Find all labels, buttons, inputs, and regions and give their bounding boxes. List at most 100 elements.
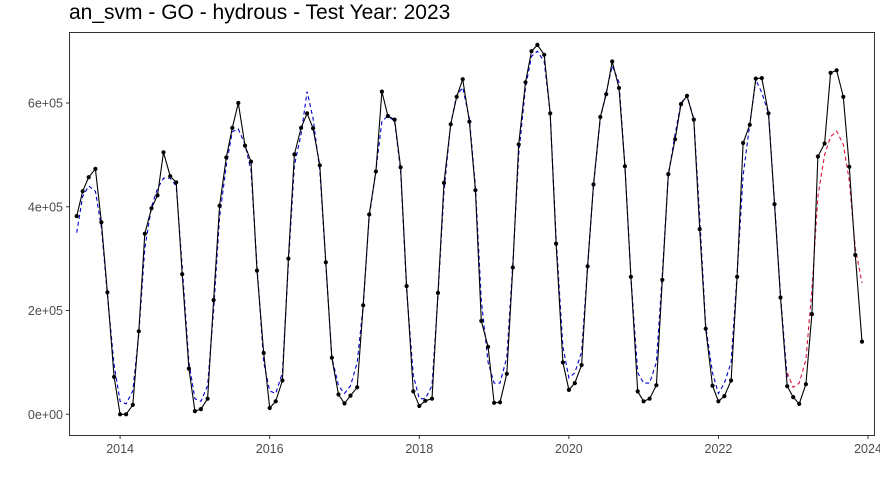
data-point bbox=[224, 155, 229, 160]
data-point bbox=[710, 383, 715, 388]
data-point bbox=[548, 111, 553, 116]
data-point bbox=[342, 401, 347, 406]
data-point bbox=[280, 378, 285, 383]
data-point bbox=[361, 303, 366, 308]
x-tick-label: 2014 bbox=[106, 442, 134, 456]
data-point bbox=[741, 140, 746, 146]
data-point bbox=[336, 392, 341, 397]
data-point bbox=[486, 344, 491, 349]
axis-layer: 2014 2016 2018 2020 2022 2024 0e+00 2e+05 4e+05 6… bbox=[28, 97, 880, 456]
data-point bbox=[759, 76, 764, 81]
data-point bbox=[510, 265, 515, 270]
data-point bbox=[703, 326, 708, 331]
data-point bbox=[560, 360, 566, 365]
data-point bbox=[859, 339, 865, 344]
data-point bbox=[379, 89, 384, 94]
y-tick-label: 4e+05 bbox=[28, 200, 63, 214]
data-point bbox=[460, 77, 465, 82]
data-point bbox=[797, 401, 802, 406]
data-point bbox=[80, 189, 85, 194]
data-point bbox=[497, 400, 503, 405]
data-point bbox=[168, 174, 173, 179]
data-point bbox=[753, 76, 758, 81]
series-line-forecast bbox=[786, 130, 863, 389]
data-point bbox=[305, 111, 310, 116]
data-point bbox=[535, 42, 540, 48]
data-point bbox=[299, 125, 304, 130]
data-point bbox=[610, 59, 615, 64]
data-point bbox=[834, 68, 839, 73]
data-point bbox=[828, 70, 833, 75]
plot-panel-border bbox=[69, 32, 875, 436]
data-point bbox=[616, 85, 622, 91]
data-point bbox=[198, 407, 203, 412]
data-point bbox=[348, 393, 353, 398]
data-point bbox=[523, 80, 528, 85]
data-point bbox=[666, 172, 671, 177]
data-point bbox=[579, 362, 584, 368]
chart-title: an_svm - GO - hydrous - Test Year: 2023 bbox=[69, 1, 451, 24]
data-point bbox=[441, 180, 447, 185]
data-point bbox=[99, 220, 104, 225]
data-point bbox=[467, 119, 472, 124]
data-point bbox=[93, 166, 98, 171]
data-point bbox=[542, 52, 547, 57]
data-point bbox=[155, 193, 160, 198]
data-point bbox=[448, 122, 453, 127]
data-point bbox=[454, 94, 459, 99]
data-point bbox=[423, 398, 428, 403]
data-point bbox=[86, 175, 91, 180]
data-point bbox=[417, 403, 422, 409]
data-point bbox=[429, 396, 435, 401]
data-point bbox=[435, 290, 441, 295]
data-point bbox=[373, 169, 378, 174]
data-point bbox=[660, 277, 665, 282]
data-point bbox=[367, 212, 372, 217]
data-point bbox=[211, 298, 216, 303]
data-point bbox=[841, 94, 846, 99]
data-point bbox=[697, 227, 702, 232]
data-point bbox=[174, 180, 179, 185]
data-point bbox=[142, 231, 147, 236]
data-point bbox=[654, 383, 659, 388]
data-point bbox=[641, 399, 646, 404]
data-point bbox=[585, 264, 590, 269]
data-point bbox=[722, 394, 727, 399]
data-point bbox=[791, 395, 796, 400]
x-tick-label: 2018 bbox=[405, 442, 433, 456]
series-line-actual bbox=[76, 44, 863, 415]
data-point bbox=[136, 329, 141, 334]
data-point bbox=[772, 202, 777, 207]
data-point bbox=[622, 164, 628, 169]
data-point bbox=[778, 295, 783, 300]
data-point bbox=[273, 399, 278, 404]
data-point bbox=[572, 381, 577, 386]
data-point bbox=[385, 113, 390, 119]
data-point bbox=[678, 102, 684, 107]
data-point bbox=[112, 374, 117, 379]
data-point bbox=[716, 399, 721, 404]
data-point bbox=[591, 182, 596, 187]
data-point bbox=[149, 206, 154, 211]
series-layer bbox=[74, 42, 865, 417]
y-tick-label: 2e+05 bbox=[28, 304, 63, 318]
data-point bbox=[74, 214, 79, 219]
data-point bbox=[242, 143, 248, 148]
data-point bbox=[254, 268, 260, 273]
y-tick-label: 0e+00 bbox=[28, 408, 63, 422]
data-point bbox=[604, 92, 609, 97]
data-point bbox=[785, 384, 790, 389]
data-point bbox=[684, 93, 690, 98]
data-point bbox=[261, 350, 266, 356]
data-point bbox=[398, 165, 403, 170]
x-tick-label: 2020 bbox=[555, 442, 583, 456]
data-point bbox=[735, 274, 740, 279]
data-point bbox=[230, 125, 235, 130]
data-point bbox=[180, 272, 185, 277]
data-point bbox=[691, 117, 696, 122]
data-point bbox=[292, 152, 297, 157]
data-point bbox=[130, 402, 135, 407]
data-point bbox=[236, 100, 241, 106]
x-tick-label: 2016 bbox=[256, 442, 284, 456]
